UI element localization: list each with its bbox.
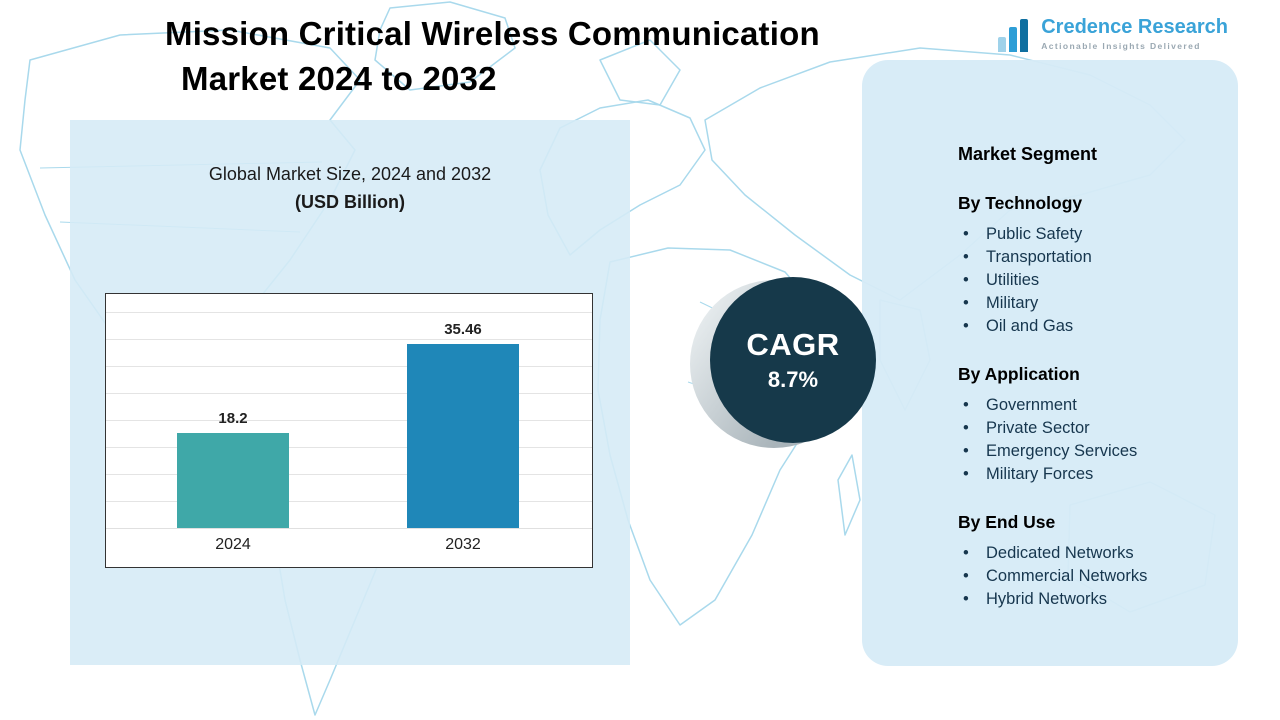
bar-value-2024: 18.2 [218,410,248,428]
chart-subtitle-unit: (USD Billion) [295,192,405,212]
segment-group-end-use: By End Use Dedicated Networks Commercial… [958,512,1212,611]
list-item: Government [958,394,1212,417]
list-item: Transportation [958,246,1212,269]
chart-x-axis: 2024 2032 [106,529,592,567]
bar-chart-logo-icon [998,16,1032,52]
chart-subtitle: Global Market Size, 2024 and 2032 (USD B… [70,160,630,216]
cagr-badge: CAGR 8.7% [710,277,876,443]
page-title-line1: Mission Critical Wireless Communication [165,15,820,52]
list-item: Hybrid Networks [958,588,1212,611]
list-item: Military [958,292,1212,315]
segment-heading-application: By Application [958,364,1080,384]
segments-title: Market Segment [958,144,1098,164]
page-title-line2: Market 2024 to 2032 [181,59,497,97]
segment-group-technology: By Technology Public Safety Transportati… [958,193,1212,338]
bar-2024 [177,433,289,528]
bar-column-2024: 18.2 [157,294,309,528]
list-item: Oil and Gas [958,315,1212,338]
bar-column-2032: 35.46 [387,294,539,528]
chart-plot-area: 18.2 35.46 [106,294,592,529]
list-item: Commercial Networks [958,565,1212,588]
segment-list-end-use: Dedicated Networks Commercial Networks H… [958,542,1212,611]
page-title: Mission Critical Wireless Communication … [165,12,820,101]
credence-logo: Credence Research Actionable Insights De… [998,16,1228,52]
segment-list-technology: Public Safety Transportation Utilities M… [958,223,1212,338]
list-item: Private Sector [958,417,1212,440]
bar-value-2032: 35.46 [444,320,482,338]
chart-subtitle-text: Global Market Size, 2024 and 2032 [208,164,492,184]
list-item: Utilities [958,269,1212,292]
cagr-label: CAGR [746,327,840,362]
logo-name: Credence Research [1041,16,1228,38]
segment-heading-technology: By Technology [958,193,1083,213]
list-item: Dedicated Networks [958,542,1212,565]
x-tick-2024: 2024 [215,536,251,553]
list-item: Public Safety [958,223,1212,246]
segment-list-application: Government Private Sector Emergency Serv… [958,394,1212,486]
chart-panel: Global Market Size, 2024 and 2032 (USD B… [70,120,630,665]
logo-text: Credence Research Actionable Insights De… [1041,16,1228,51]
logo-tagline: Actionable Insights Delivered [1041,41,1201,51]
x-tick-2032: 2032 [445,536,481,553]
bar-chart: 18.2 35.46 2024 2032 [105,293,593,568]
bar-2032 [407,343,519,528]
list-item: Military Forces [958,463,1212,486]
market-segment-panel: Market Segment By Technology Public Safe… [862,60,1238,666]
segment-heading-end-use: By End Use [958,512,1056,532]
segment-group-application: By Application Government Private Sector… [958,364,1212,486]
list-item: Emergency Services [958,440,1212,463]
cagr-value: 8.7% [767,367,819,392]
